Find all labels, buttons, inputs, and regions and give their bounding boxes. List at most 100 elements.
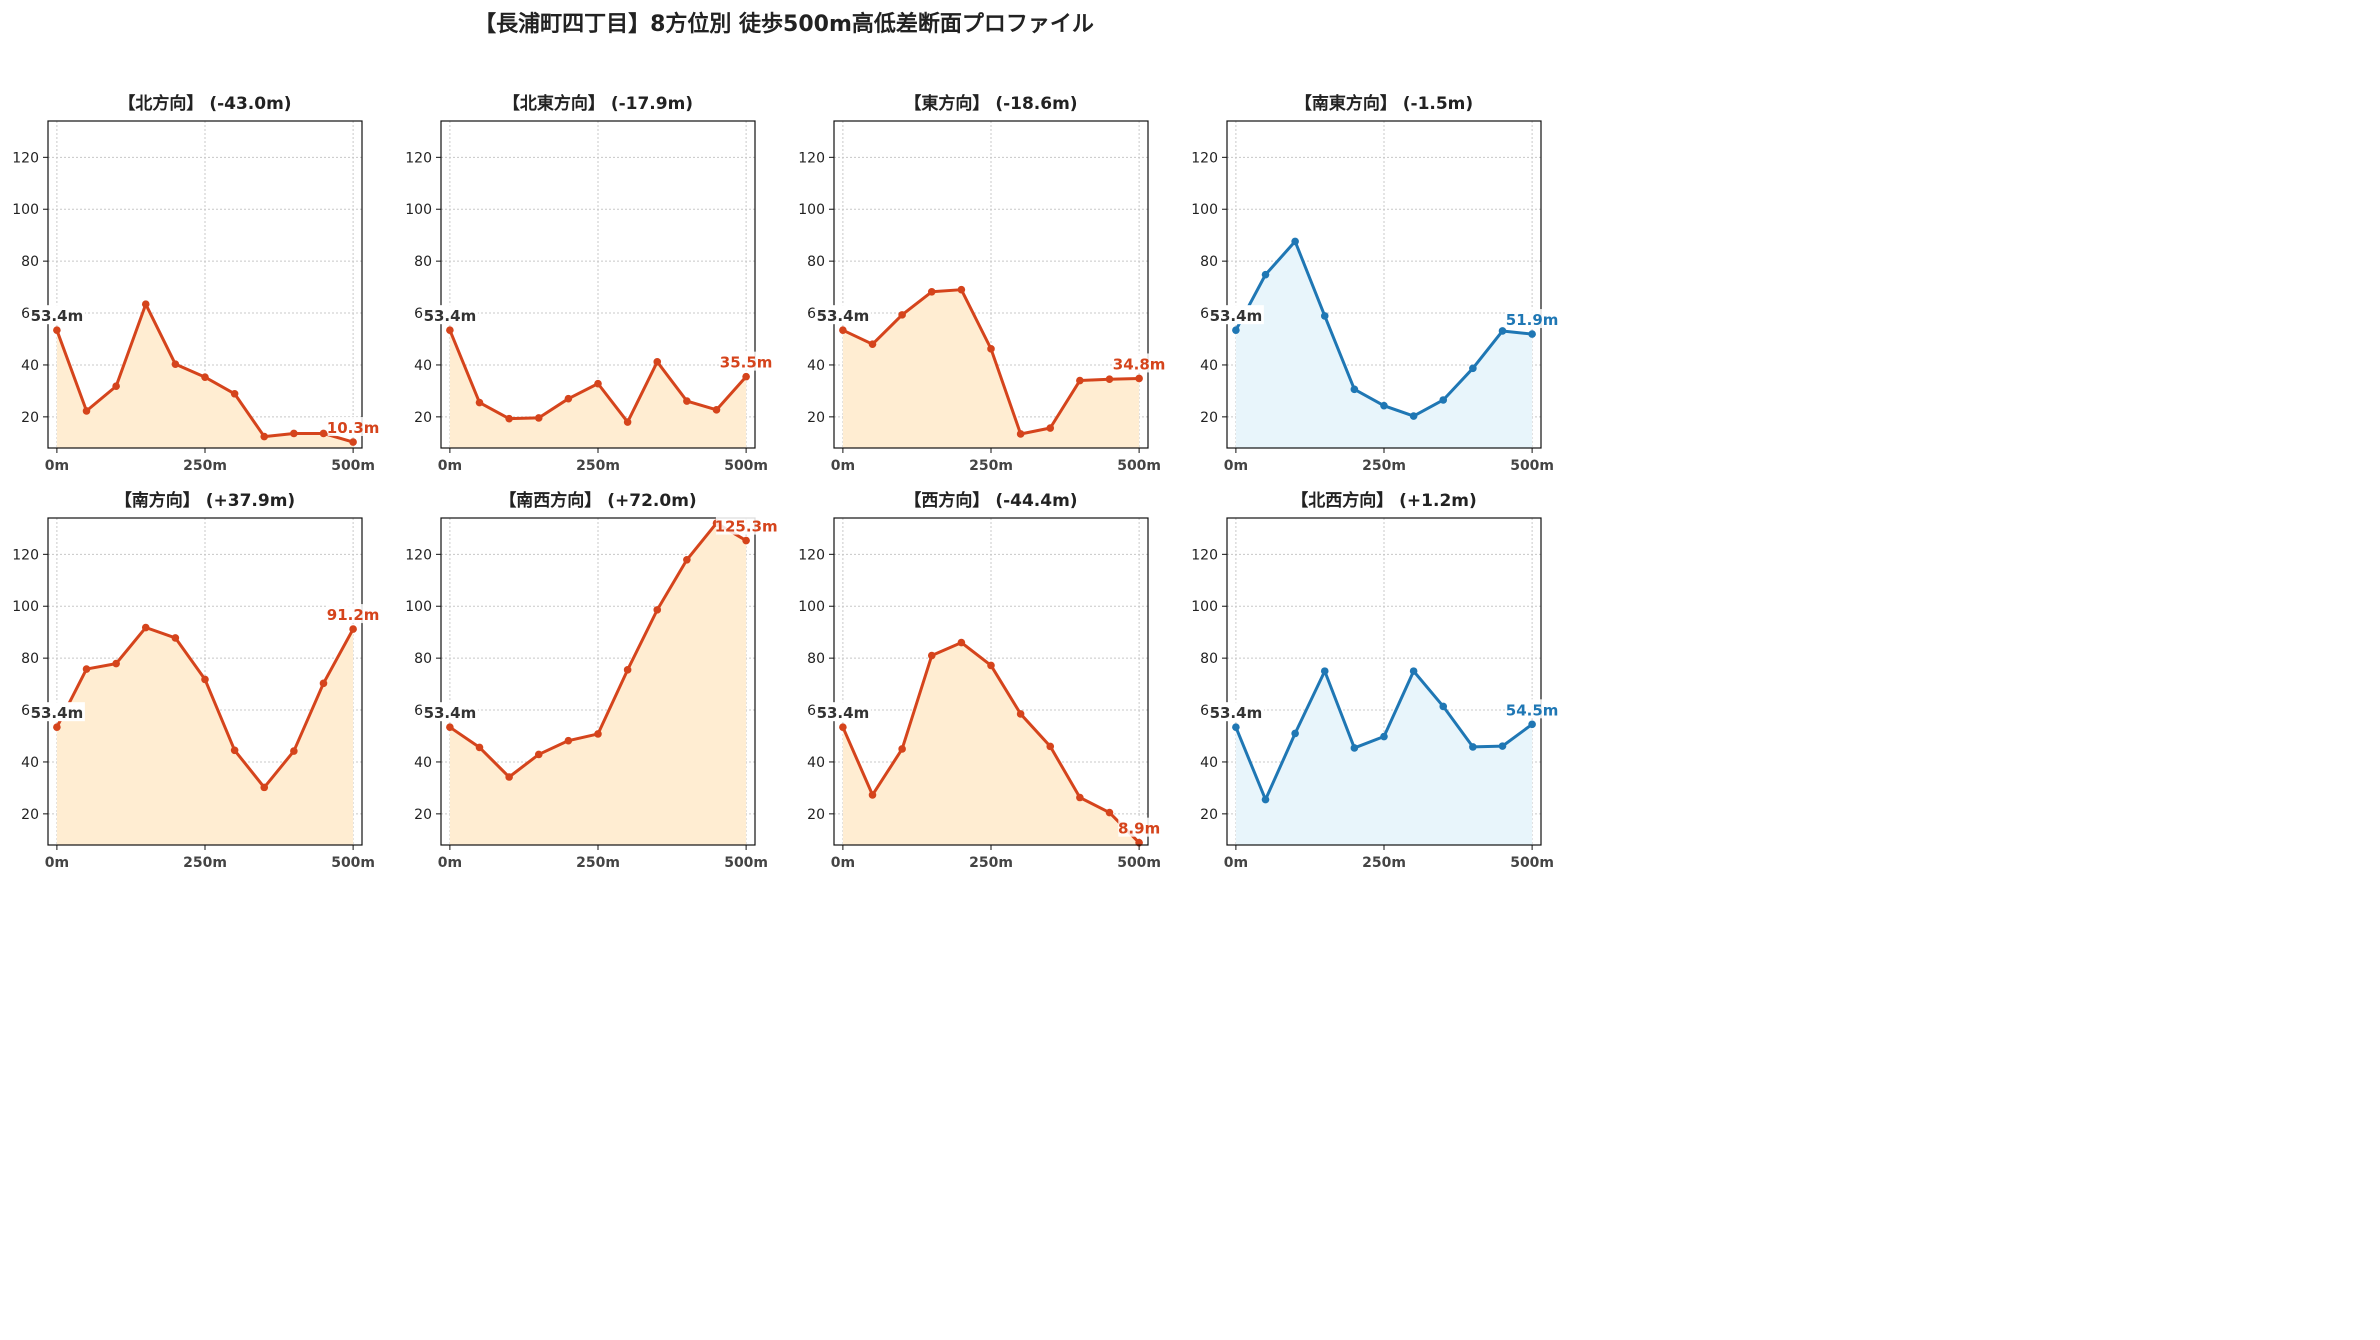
y-tick-label: 120: [1191, 150, 1218, 166]
start-label: 53.4m: [31, 307, 84, 325]
x-tick-label: 250m: [576, 458, 620, 474]
end-label: 125.3m: [715, 518, 778, 536]
page-title: 【長浦町四丁目】8方位別 徒歩500m高低差断面プロファイル: [474, 12, 1094, 37]
data-point: [623, 418, 632, 426]
chart-title: 【北西方向】 (+1.2m): [1291, 490, 1477, 511]
data-point: [53, 326, 61, 334]
y-tick-label: 40: [21, 358, 39, 374]
data-point: [82, 407, 91, 415]
end-label: 8.9m: [1118, 820, 1160, 838]
data-point: [839, 723, 847, 731]
data-point: [1046, 742, 1055, 751]
y-tick-label: 100: [12, 599, 39, 615]
data-point: [683, 397, 691, 405]
start-label-bg: [423, 305, 478, 325]
data-point: [1016, 430, 1025, 438]
data-point: [594, 730, 602, 738]
data-point: [82, 665, 91, 673]
y-tick-label: 20: [21, 410, 39, 426]
x-tick-label: 250m: [183, 458, 227, 474]
data-point: [319, 429, 328, 438]
data-point: [957, 285, 966, 294]
chart-title: 【北方向】 (-43.0m): [118, 93, 291, 114]
y-tick-label: 120: [12, 547, 39, 563]
data-point: [534, 414, 543, 422]
x-tick-label: 0m: [438, 855, 462, 871]
y-tick-label: 80: [21, 651, 39, 667]
data-point: [927, 651, 936, 660]
start-label-bg: [816, 305, 871, 325]
data-point: [290, 429, 298, 438]
end-label: 51.9m: [1506, 311, 1559, 329]
data-point: [1409, 412, 1418, 420]
area-fill: [842, 289, 1140, 448]
x-tick-label: 500m: [724, 458, 768, 474]
start-label: 53.4m: [424, 307, 477, 325]
x-tick-label: 500m: [331, 855, 375, 871]
y-tick-label: 20: [21, 807, 39, 823]
area-fill: [449, 523, 747, 845]
y-tick-label: 40: [1200, 358, 1218, 374]
data-point: [1076, 793, 1084, 802]
y-tick-label: 20: [414, 807, 432, 823]
data-point: [623, 666, 632, 674]
x-tick-label: 500m: [1117, 855, 1161, 871]
data-point: [534, 750, 543, 759]
data-point: [653, 606, 662, 614]
y-tick-label: 100: [12, 202, 39, 218]
data-point: [1439, 702, 1448, 711]
start-label-bg: [1209, 702, 1264, 722]
end-label: 54.5m: [1506, 701, 1559, 719]
data-point: [868, 340, 877, 348]
y-tick-label: 40: [807, 358, 825, 374]
y-tick-label: 20: [807, 807, 825, 823]
y-tick-label: 120: [405, 547, 432, 563]
data-point: [505, 414, 513, 423]
data-point: [141, 300, 150, 309]
data-point: [1380, 732, 1388, 741]
x-tick-label: 250m: [969, 458, 1013, 474]
x-tick-label: 500m: [1510, 855, 1554, 871]
data-point: [898, 311, 906, 319]
end-label: 91.2m: [327, 606, 380, 624]
end-label-bg: [1506, 699, 1558, 719]
data-point: [868, 791, 877, 799]
area-fill: [449, 330, 747, 448]
chart-title: 【東方向】 (-18.6m): [904, 93, 1077, 114]
data-point: [564, 736, 573, 745]
data-point: [1291, 237, 1299, 246]
data-point: [1498, 327, 1507, 335]
start-label-bg: [1209, 305, 1264, 325]
x-tick-label: 250m: [969, 855, 1013, 871]
y-tick-label: 100: [405, 599, 432, 615]
data-point: [839, 326, 847, 334]
y-tick-label: 80: [414, 254, 432, 270]
end-label-bg: [327, 417, 379, 437]
start-label: 53.4m: [1210, 307, 1263, 325]
data-point: [1320, 667, 1329, 675]
end-label: 35.5m: [720, 354, 773, 372]
y-tick-label: 20: [1200, 807, 1218, 823]
chart-title: 【南西方向】 (+72.0m): [499, 490, 696, 511]
end-label-bg: [327, 604, 379, 624]
data-point: [141, 623, 150, 632]
data-point: [987, 345, 995, 353]
data-point: [1350, 385, 1359, 394]
data-point: [475, 398, 484, 407]
data-point: [1350, 744, 1359, 752]
data-point: [1105, 375, 1114, 384]
x-tick-label: 500m: [1117, 458, 1161, 474]
y-tick-label: 80: [1200, 254, 1218, 270]
data-point: [712, 406, 721, 414]
y-tick-label: 80: [21, 254, 39, 270]
data-point: [1528, 330, 1536, 338]
data-point: [260, 783, 269, 792]
data-point: [260, 432, 269, 441]
x-tick-label: 0m: [45, 458, 69, 474]
data-point: [112, 382, 120, 391]
